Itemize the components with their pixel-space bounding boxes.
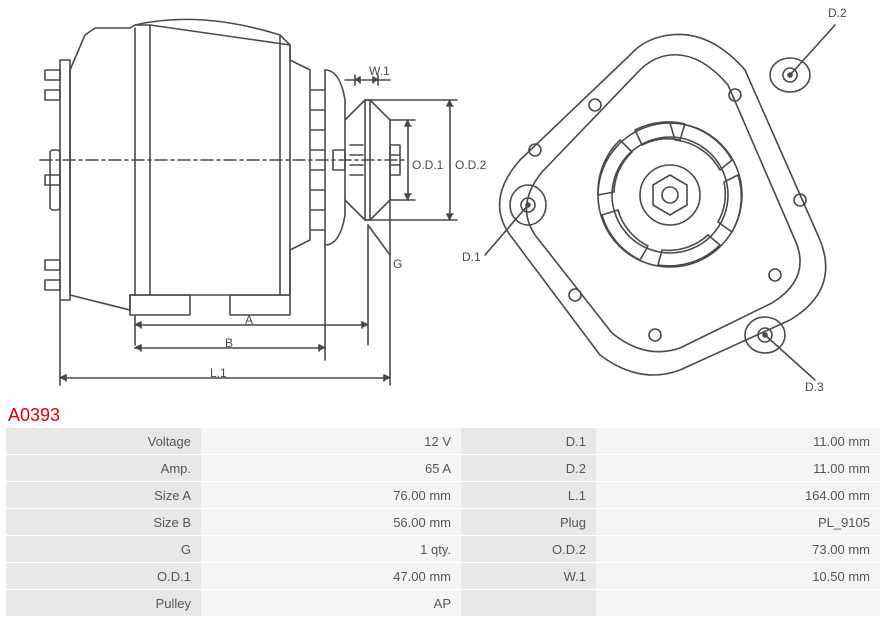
spec-label: Size B <box>6 509 201 535</box>
label-d1: D.1 <box>462 250 481 264</box>
spec-table: Voltage12 VAmp.65 ASize A76.00 mmSize B5… <box>6 428 882 617</box>
front-view-drawing <box>480 0 880 400</box>
spec-value: 76.00 mm <box>201 482 461 508</box>
label-b: B <box>225 336 233 350</box>
label-l1: L.1 <box>210 366 227 380</box>
spec-label: Plug <box>461 509 596 535</box>
spec-label: O.D.2 <box>461 536 596 562</box>
spec-label: D.2 <box>461 455 596 481</box>
spec-label: O.D.1 <box>6 563 201 589</box>
table-row: D.211.00 mm <box>461 455 880 482</box>
spec-value: 11.00 mm <box>596 428 880 454</box>
spec-value <box>596 590 880 616</box>
part-code: A0393 <box>8 405 60 426</box>
spec-value: 73.00 mm <box>596 536 880 562</box>
spec-label <box>461 590 596 616</box>
label-d2: D.2 <box>828 6 847 20</box>
spec-value: 47.00 mm <box>201 563 461 589</box>
diagram-area: W.1 O.D.1 O.D.2 G A B L.1 <box>0 0 889 400</box>
spec-label: W.1 <box>461 563 596 589</box>
spec-col-right: D.111.00 mmD.211.00 mmL.1164.00 mmPlugPL… <box>461 428 880 617</box>
table-row <box>461 590 880 617</box>
spec-value: 56.00 mm <box>201 509 461 535</box>
side-view-drawing <box>30 0 500 400</box>
spec-label: L.1 <box>461 482 596 508</box>
spec-label: D.1 <box>461 428 596 454</box>
table-row: O.D.147.00 mm <box>6 563 461 590</box>
table-row: G1 qty. <box>6 536 461 563</box>
label-od1: O.D.1 <box>412 158 443 172</box>
spec-label: Pulley <box>6 590 201 616</box>
spec-value: 65 A <box>201 455 461 481</box>
table-row: Voltage12 V <box>6 428 461 455</box>
table-row: Amp.65 A <box>6 455 461 482</box>
spec-value: AP <box>201 590 461 616</box>
table-row: W.110.50 mm <box>461 563 880 590</box>
spec-value: 1 qty. <box>201 536 461 562</box>
table-row: O.D.273.00 mm <box>461 536 880 563</box>
table-row: D.111.00 mm <box>461 428 880 455</box>
spec-label: Amp. <box>6 455 201 481</box>
spec-value: 164.00 mm <box>596 482 880 508</box>
spec-value: 10.50 mm <box>596 563 880 589</box>
spec-value: 11.00 mm <box>596 455 880 481</box>
label-d3: D.3 <box>805 380 824 394</box>
spec-value: 12 V <box>201 428 461 454</box>
table-row: Size A76.00 mm <box>6 482 461 509</box>
table-row: L.1164.00 mm <box>461 482 880 509</box>
label-g: G <box>393 257 402 271</box>
table-row: PulleyAP <box>6 590 461 617</box>
label-w1: W.1 <box>369 64 390 78</box>
spec-value: PL_9105 <box>596 509 880 535</box>
spec-label: Size A <box>6 482 201 508</box>
spec-label: G <box>6 536 201 562</box>
spec-label: Voltage <box>6 428 201 454</box>
label-a: A <box>245 313 253 327</box>
spec-col-left: Voltage12 VAmp.65 ASize A76.00 mmSize B5… <box>6 428 461 617</box>
table-row: Size B56.00 mm <box>6 509 461 536</box>
table-row: PlugPL_9105 <box>461 509 880 536</box>
